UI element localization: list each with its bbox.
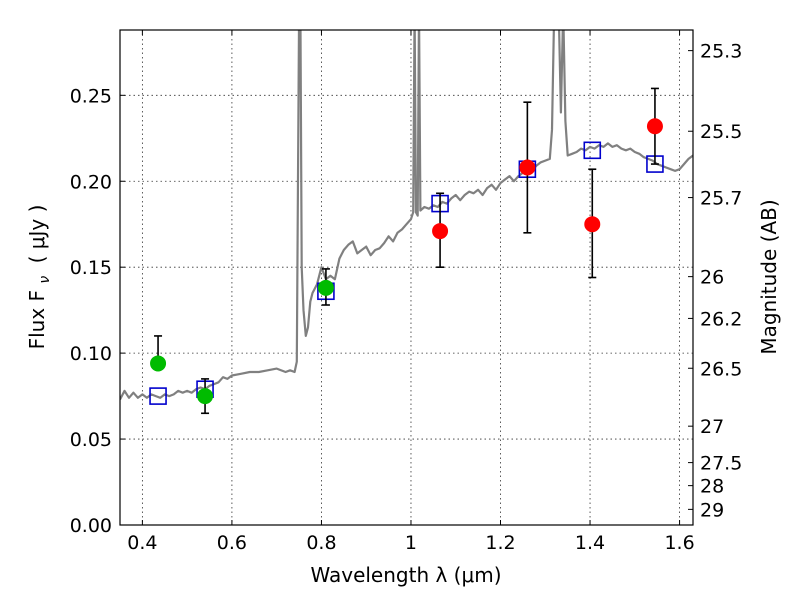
mag-tick-label: 26.2 — [700, 308, 742, 330]
y-tick-label: 0.10 — [70, 343, 112, 365]
mag-tick-label: 28 — [700, 476, 724, 498]
mag-tick-label: 25.5 — [700, 121, 742, 143]
mag-tick-label: 26 — [700, 267, 724, 289]
y-tick-label: 0.05 — [70, 429, 112, 451]
y-tick-label: 0.15 — [70, 257, 112, 279]
x-tick-label: 1.2 — [485, 532, 515, 554]
mag-tick-label: 27.5 — [700, 453, 742, 475]
y-tick-label: 0.25 — [70, 85, 112, 107]
axes: 0.4 0.6 0.8 1 1.2 1.4 1.6 0.00 0.05 0.10 0.15 0.20 0… — [70, 30, 742, 554]
y-tick-label: 0.00 — [70, 515, 112, 537]
x-tick-label: 0.8 — [306, 532, 336, 554]
observed-point — [197, 388, 214, 405]
y-tick-label: 0.20 — [70, 171, 112, 193]
grid — [120, 30, 693, 526]
observed-point — [432, 223, 449, 240]
y-axis-label: Flux F ν ( μJy ) — [25, 205, 54, 350]
model-square-marker — [149, 387, 167, 405]
y-axis-label-unit: ( μJy ) — [25, 205, 49, 264]
plot-area — [120, 30, 693, 415]
mag-tick-label: 27 — [700, 416, 724, 438]
y-axis-label-main: Flux F — [25, 290, 49, 349]
x-tick-label: 1.4 — [575, 532, 605, 554]
observed-point — [519, 159, 536, 176]
observed-point — [584, 216, 601, 233]
x-tick-label: 1 — [405, 532, 417, 554]
spectrum-line — [120, 30, 693, 401]
observed-point — [150, 355, 167, 372]
x-tick-label: 0.4 — [127, 532, 157, 554]
data-layer — [120, 30, 693, 415]
mag-tick-label: 26.5 — [700, 358, 742, 380]
mag-tick-label: 25.3 — [700, 41, 742, 63]
plot-frame — [119, 29, 694, 526]
y-axis-label-subscript: ν — [37, 276, 53, 284]
mag-tick-label: 25.7 — [700, 188, 742, 210]
observed-point — [646, 118, 663, 135]
model-square-marker — [583, 141, 602, 160]
mag-tick-label: 29 — [700, 499, 724, 521]
x-tick-label: 1.6 — [664, 532, 694, 554]
x-axis-label: Wavelength λ (μm) — [310, 563, 501, 587]
observed-point — [317, 279, 334, 296]
y2-axis-label: Magnitude (AB) — [757, 199, 781, 354]
x-tick-label: 0.6 — [217, 532, 247, 554]
